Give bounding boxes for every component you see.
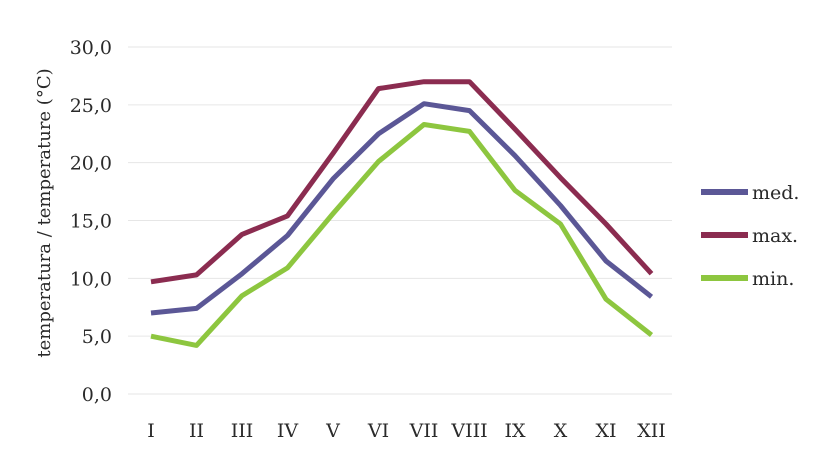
legend-label-max: max. [752,225,798,247]
legend-label-med: med. [752,182,799,204]
x-axis-ticks: I II III IV V VI VII VIII IX X XI XII [147,420,666,442]
series-lines [150,79,654,348]
legend-label-min: min. [752,268,794,290]
x-tick-label: XI [595,420,616,442]
x-tick-label: III [231,420,254,442]
x-tick-label: IV [277,420,299,442]
y-tick-label: 10,0 [70,268,112,290]
y-tick-label: 0,0 [82,384,112,406]
x-tick-label: V [325,420,340,442]
x-tick-label: VII [409,420,439,442]
y-tick-label: 20,0 [70,153,112,175]
x-tick-label: I [147,420,155,442]
y-axis-label: temperatura / temperature (°C) [34,68,55,357]
y-tick-label: 5,0 [82,326,112,348]
x-tick-label: VI [367,420,389,442]
y-tick-label: 25,0 [70,95,112,117]
x-tick-label: VIII [450,420,487,442]
x-tick-label: II [189,420,204,442]
y-tick-label: 15,0 [70,211,112,233]
x-tick-label: X [554,420,568,442]
y-axis-ticks: 0,0 5,0 10,0 15,0 20,0 25,0 30,0 [70,37,112,406]
series-line-max [150,79,654,285]
legend: med. max. min. [701,182,799,290]
x-tick-label: IX [504,420,526,442]
gridlines [128,46,672,395]
x-tick-label: XII [637,420,666,442]
y-tick-label: 30,0 [70,37,112,59]
series-line-med [150,101,654,316]
series-line-min [150,122,654,348]
